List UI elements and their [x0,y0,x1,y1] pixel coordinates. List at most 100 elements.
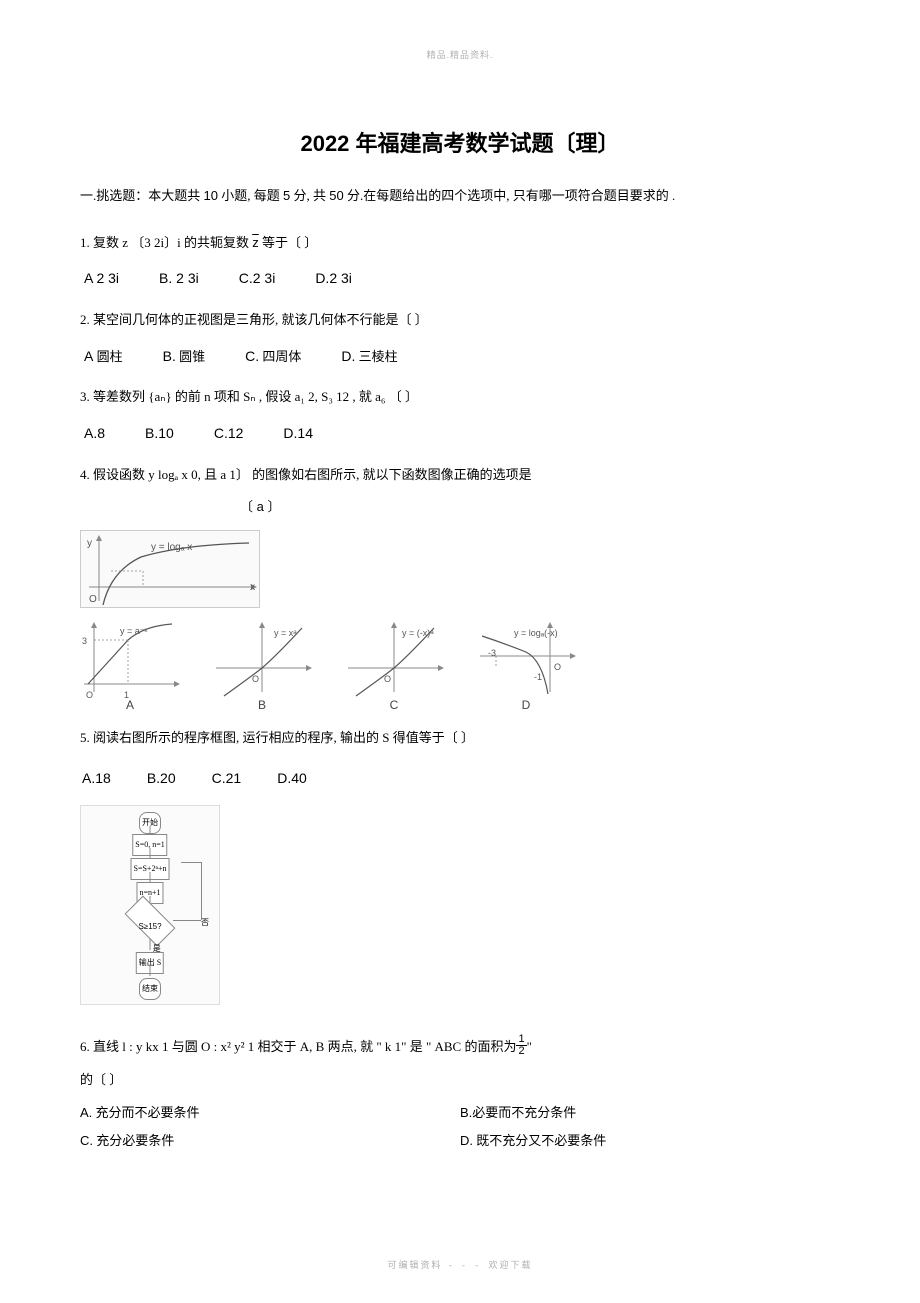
q4-line1: 4. 假设函数 y logₐ x 0, 且 a 1〕 的图像如右图所示, 就以下… [80,461,840,490]
q6-opt-d: D. 既不充分又不必要条件 [460,1127,840,1156]
q4-graph-d: y = logₐ(-x) -3 -1 O D [476,620,576,700]
q6-fraction: 1 2 [516,1034,526,1057]
intro-mid1: 小题, 每题 [221,188,280,203]
q4-c-fn: y = (-x)ᵃ [402,624,434,644]
q6-c-txt: 充分必要条件 [93,1133,174,1148]
q2-d-lbl: D. [341,348,355,364]
q4-a-o: O [86,686,93,706]
q1-text-a: 1. 复数 z 〔3 2i〕i 的共轭复数 [80,235,249,250]
q4-a-ytick: 3 [82,632,87,652]
q4-graph-b: y = xᵃ O B [212,620,312,700]
q2-a-txt: 圆柱 [93,349,122,364]
q4-c-o: O [384,670,391,690]
q4-b-fn: y = xᵃ [274,624,297,644]
question-5: 5. 阅读右图所示的程序框图, 运行相应的程序, 输出的 S 得值等于〔 〕 A… [80,724,840,1005]
q2-opt-b: B. 圆锥 [163,341,206,372]
q4-fig-y: y [87,533,92,555]
q6-c-lbl: C. [80,1133,93,1148]
fc-no-line-h [173,920,201,921]
q4-d-neg1: -1 [534,668,542,688]
q6-b-lbl: B. [460,1105,472,1120]
fc-arrow-3 [150,872,151,882]
intro-total: 50 [329,188,343,203]
q6-a-txt: 充分而不必要条件 [92,1105,199,1120]
q4-main-figure: y = logₐ x O y x [80,530,260,608]
fc-no: 否 [201,914,209,932]
q6-d-lbl: D. [460,1133,473,1148]
fc-arrow-5 [150,938,151,950]
q4-b-o: O [252,670,259,690]
intro-per: 5 [283,188,290,203]
wm-bottom-suffix: 欢迎下载 [489,1260,533,1270]
q1-options: A 2 3i B. 2 3i C.2 3i D.2 3i [84,263,840,294]
q4-b-caption: B [258,692,266,718]
q4-fig-label: y = logₐ x [151,537,192,559]
watermark-top: 精品.精品资料. [427,48,494,61]
graph-b-icon [212,620,312,700]
q1-opt-b: B. 2 3i [159,263,199,294]
q2-d-txt: 三棱柱 [355,349,397,364]
q5-flowchart: 开始 S=0, n=1 S=S+2ⁿ+n n=n+1 S≥15? 是 否 输出 … [80,805,220,1005]
q3-opt-d: D.14 [283,418,313,449]
q4-fig-o: O [89,589,97,611]
intro-prefix: 一.挑选题：本大题共 [80,188,200,203]
q4-d-o: O [554,658,561,678]
q4-a-fn: y = a⁻ˣ [120,622,147,642]
q3-opt-c: C.12 [214,418,244,449]
q4-graph-row: 3 1 y = a⁻ˣ O A y = xᵃ O B [80,620,840,700]
q2-options: A 圆柱 B. 圆锥 C. 四周体 D. 三棱柱 [84,341,840,372]
page-title: 2022 年福建高考数学试题〔理〕 [80,126,840,158]
fc-arrow-2 [150,848,151,858]
q4-c-caption: C [390,692,399,718]
watermark-bottom: 可编辑资料 - - - 欢迎下载 [387,1258,532,1271]
section-intro: 一.挑选题：本大题共 10 小题, 每题 5 分, 共 50 分.在每题给出的四… [80,182,840,211]
q6-frac-num: 1 [516,1034,526,1045]
question-3: 3. 等差数列 {aₙ} 的前 n 项和 Sₙ , 假设 a₁ 2, S₃ 12… [80,383,840,448]
fc-arrow-1 [150,826,151,834]
q6-b-txt: 必要而不充分条件 [472,1105,576,1120]
q2-c-txt: 四周体 [259,349,301,364]
q2-b-lbl: B. [163,348,176,364]
q5-opt-a: A.18 [82,763,111,794]
q1-text-b: 等于〔 〕 [262,235,317,250]
q4-graph-a: 3 1 y = a⁻ˣ O A [80,620,180,700]
q1-opt-c: C.2 3i [239,263,276,294]
q1-opt-a: A 2 3i [84,263,119,294]
q6-a-lbl: A. [80,1105,92,1120]
intro-nq: 10 [204,188,218,203]
q6-opt-b: B.必要而不充分条件 [460,1099,840,1128]
q6-text-b: " [527,1033,532,1062]
question-2: 2. 某空间几何体的正视图是三角形, 就该几何体不行能是〔 〕 A 圆柱 B. … [80,306,840,371]
q2-opt-d: D. 三棱柱 [341,341,397,372]
q4-line2: 〔 a 〕 [240,493,840,522]
q6-text-a: 6. 直线 l : y kx 1 与圆 O : x² y² 1 相交于 A, B… [80,1033,516,1062]
question-6: 6. 直线 l : y kx 1 与圆 O : x² y² 1 相交于 A, B… [80,1033,840,1155]
q5-opt-c: C.21 [212,763,242,794]
q1-zbar: z [252,235,259,250]
q2-a-lbl: A [84,348,93,364]
fc-arrow-6 [150,966,151,976]
fc-no-line-back [181,862,201,863]
q5-text: 5. 阅读右图所示的程序框图, 运行相应的程序, 输出的 S 得值等于〔 〕 [80,724,840,753]
wm-bottom-dashes: - - - [443,1260,489,1270]
q4-d-fn: y = logₐ(-x) [514,624,558,644]
question-1: 1. 复数 z 〔3 2i〕i 的共轭复数 z 等于〔 〕 A 2 3i B. … [80,229,840,294]
q6-frac-den: 2 [516,1045,526,1057]
q2-b-txt: 圆锥 [176,349,205,364]
q2-text: 2. 某空间几何体的正视图是三角形, 就该几何体不行能是〔 〕 [80,306,840,335]
q4-graph-c: y = (-x)ᵃ O C [344,620,444,700]
q4-d-caption: D [522,692,531,718]
q3-options: A.8 B.10 C.12 D.14 [84,418,840,449]
q2-opt-c: C. 四周体 [245,341,301,372]
q6-options: A. 充分而不必要条件 B.必要而不充分条件 C. 充分必要条件 D. 既不充分… [80,1099,840,1156]
q6-text-c: 的〔 〕 [80,1066,840,1095]
intro-mid2: 分, 共 [293,188,326,203]
q6-d-txt: 既不充分又不必要条件 [473,1133,606,1148]
q4-d-tick: -3 [488,644,496,664]
fc-no-line-v [201,862,202,920]
q4-fig-x: x [250,577,255,599]
q5-options: A.18 B.20 C.21 D.40 [82,763,307,794]
q5-opt-b: B.20 [147,763,176,794]
q3-opt-b: B.10 [145,418,174,449]
q6-opt-a: A. 充分而不必要条件 [80,1099,460,1128]
